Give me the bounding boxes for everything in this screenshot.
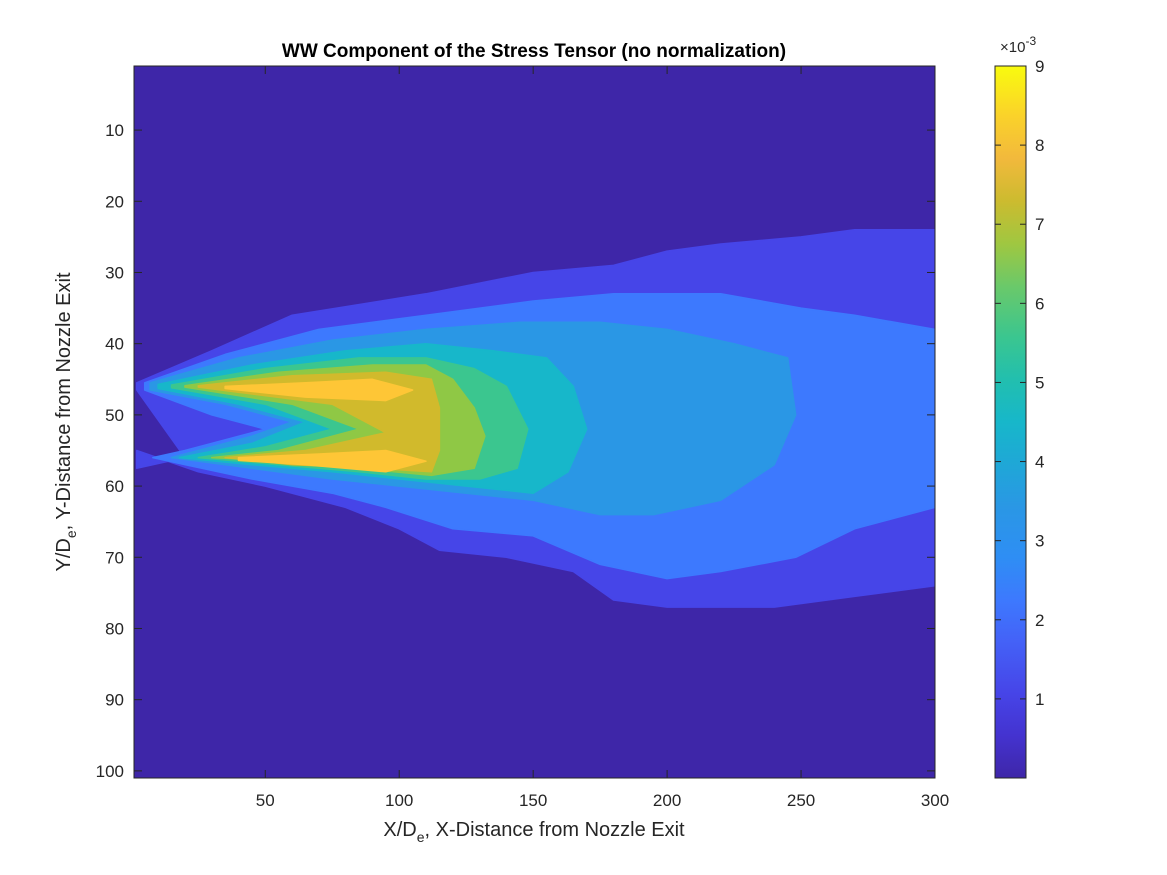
y-tick-label: 100 (96, 762, 124, 781)
colorbar-scale (994, 65, 1027, 779)
colorbar-ticks: 1 2 3 4 5 6 7 8 9 (995, 57, 1044, 709)
contour-region-level-8-7 (224, 378, 414, 402)
colorbar-tick-label: 3 (1035, 532, 1044, 551)
y-tick-label: 90 (105, 691, 124, 710)
x-axis-label: X/De, X-Distance from Nozzle Exit (383, 819, 685, 845)
y-tick-label: 40 (105, 335, 124, 354)
y-axis-label: Y/De, Y-Distance from Nozzle Exit (53, 272, 79, 571)
contour-regions (135, 229, 935, 608)
x-tick-label: 100 (385, 791, 413, 810)
x-axis-label-main: X/D (383, 819, 416, 841)
colorbar-tick-label: 7 (1035, 215, 1044, 234)
y-tick-label: 70 (105, 548, 124, 567)
colorbar: 1 2 3 4 5 6 7 8 9 ×10-3 (994, 34, 1044, 779)
y-axis-label-rest: , Y-Distance from Nozzle Exit (53, 272, 75, 530)
x-tick-label: 150 (519, 791, 547, 810)
colorbar-exponent-power: -3 (1025, 34, 1036, 48)
x-tick-label: 300 (921, 791, 949, 810)
colorbar-tick-label: 5 (1035, 373, 1044, 392)
y-axis-label-subscript: e (63, 530, 79, 538)
y-tick-label: 30 (105, 263, 124, 282)
colorbar-tick-label: 1 (1035, 690, 1044, 709)
plot-area: 50 100 150 200 250 300 10 20 30 40 50 60 70 80 90 100 (96, 65, 949, 810)
y-tick-label: 60 (105, 477, 124, 496)
chart-title: WW Component of the Stress Tensor (no no… (282, 41, 786, 62)
colorbar-tick-label: 2 (1035, 611, 1044, 630)
y-tick-label: 50 (105, 406, 124, 425)
x-axis-label-subscript: e (417, 829, 425, 845)
y-axis-label-main: Y/D (53, 538, 75, 571)
y-axis-ticks: 10 20 30 40 50 60 70 80 90 100 (96, 121, 935, 781)
x-tick-label: 250 (787, 791, 815, 810)
colorbar-exponent-base: ×10 (1000, 39, 1025, 56)
x-tick-label: 50 (256, 791, 275, 810)
colorbar-tick-label: 9 (1035, 57, 1044, 76)
x-axis-label-rest: , X-Distance from Nozzle Exit (425, 819, 686, 841)
contour-region-level-8-8 (237, 449, 427, 473)
colorbar-tick-label: 8 (1035, 136, 1044, 155)
y-tick-label: 80 (105, 619, 124, 638)
y-tick-label: 10 (105, 121, 124, 140)
colorbar-tick-label: 4 (1035, 453, 1044, 472)
plot-frame (133, 65, 936, 779)
colorbar-exponent: ×10-3 (1000, 34, 1036, 56)
colorbar-tick-label: 6 (1035, 294, 1044, 313)
y-tick-label: 20 (105, 192, 124, 211)
x-axis-ticks: 50 100 150 200 250 300 (256, 66, 949, 810)
x-tick-label: 200 (653, 791, 681, 810)
